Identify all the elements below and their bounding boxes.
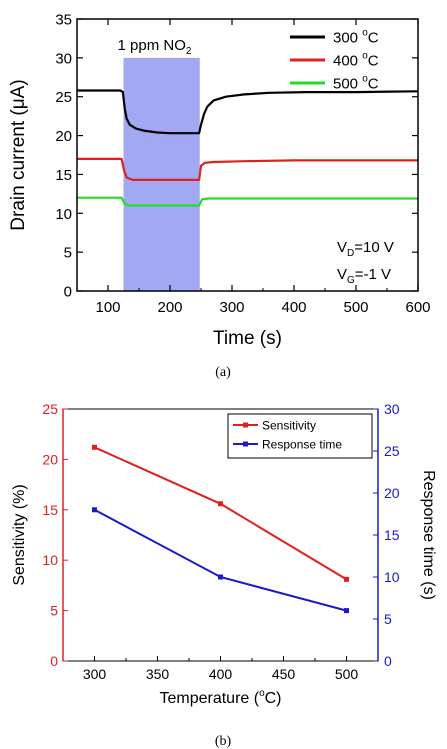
x-axis-title: Time (s) bbox=[213, 328, 282, 349]
plot-frame bbox=[76, 18, 419, 292]
y-axis-right-title: Response time (s) bbox=[420, 470, 437, 600]
y-tick-label: 0 bbox=[64, 284, 72, 301]
y-axis-right: 0 5 10 15 20 25 30 bbox=[373, 401, 400, 669]
y-left-tick-label: 0 bbox=[50, 653, 58, 669]
x-axis: 100 200 300 400 500 600 bbox=[95, 19, 431, 316]
y-tick-label: 10 bbox=[55, 206, 72, 223]
y-tick-label: 30 bbox=[55, 50, 72, 67]
chart-drain-current: 1 ppm NO2 100 200 300 400 500 600 0 5 10 15 20 25 3… bbox=[8, 12, 431, 381]
y-axis-title: Drain current (μA) bbox=[8, 79, 29, 230]
x-axis-title: Temperature (oC) bbox=[159, 688, 281, 707]
series-line-1 bbox=[94, 508, 347, 612]
y-right-tick-label: 25 bbox=[384, 443, 400, 459]
y-tick-label: 5 bbox=[64, 245, 72, 262]
y-right-tick-label: 15 bbox=[384, 527, 400, 543]
series-line-0 bbox=[94, 446, 348, 581]
legend-label-1: Response time bbox=[262, 438, 342, 452]
x-tick-label: 500 bbox=[343, 299, 368, 316]
x-axis: 300 350 400 450 500 bbox=[83, 656, 359, 682]
y-left-tick-label: 20 bbox=[42, 451, 58, 467]
legend-label-0: Sensitivity bbox=[262, 419, 316, 433]
exposure-region bbox=[123, 57, 200, 291]
legend-marker-0 bbox=[243, 422, 248, 428]
legend: Sensitivity Response time bbox=[227, 413, 373, 459]
x-tick-label: 600 bbox=[405, 299, 430, 316]
exposure-band bbox=[123, 57, 200, 291]
y-left-tick-label: 5 bbox=[50, 603, 58, 619]
series-group bbox=[77, 89, 419, 207]
series-line-1 bbox=[77, 157, 418, 181]
condition-1: VG=-1 V bbox=[337, 266, 391, 286]
series-point-1-2 bbox=[344, 608, 349, 614]
y-axis-left: 0 5 10 15 20 25 bbox=[42, 401, 68, 669]
series-line-2 bbox=[77, 196, 418, 207]
figure-caption-a: (a) bbox=[215, 365, 231, 380]
x-tick-label: 100 bbox=[95, 299, 120, 316]
y-tick-label: 20 bbox=[55, 128, 72, 145]
x-tick-label: 400 bbox=[209, 666, 233, 682]
y-left-tick-label: 10 bbox=[42, 552, 58, 568]
y-tick-label: 25 bbox=[55, 89, 72, 106]
x-tick-label: 300 bbox=[83, 666, 107, 682]
legend-marker-1 bbox=[243, 441, 248, 447]
x-tick-label: 400 bbox=[281, 299, 306, 316]
exposure-label: 1 ppm NO2 bbox=[118, 37, 192, 57]
legend-label-2: 500 oC bbox=[333, 74, 379, 93]
series-point-1-0 bbox=[92, 507, 97, 513]
y-axis-left-title: Sensitivity (%) bbox=[11, 484, 28, 585]
y-tick-label: 15 bbox=[55, 167, 72, 184]
y-right-tick-label: 30 bbox=[384, 401, 400, 417]
x-tick-label: 300 bbox=[219, 299, 244, 316]
series-line-0 bbox=[77, 89, 419, 135]
y-left-tick-label: 25 bbox=[42, 401, 58, 417]
y-right-tick-label: 5 bbox=[384, 611, 392, 627]
legend: 300 oC 400 oC 500 oC bbox=[290, 28, 379, 93]
series-point-0-0 bbox=[92, 444, 97, 450]
series-point-0-1 bbox=[218, 501, 223, 507]
legend-label-0: 300 oC bbox=[333, 28, 379, 47]
y-axis: 0 5 10 15 20 25 30 35 bbox=[55, 12, 418, 301]
x-tick-label: 500 bbox=[335, 666, 359, 682]
figure-caption-b: (b) bbox=[215, 734, 232, 749]
legend-box bbox=[227, 413, 373, 459]
y-left-tick-label: 15 bbox=[42, 502, 58, 518]
x-tick-label: 350 bbox=[146, 666, 170, 682]
x-tick-label: 450 bbox=[272, 666, 296, 682]
condition-0: VD=10 V bbox=[337, 239, 394, 259]
x-tick-label: 200 bbox=[157, 299, 182, 316]
conditions-annotation: VD=10 V VG=-1 V bbox=[337, 239, 394, 286]
y-right-tick-label: 20 bbox=[384, 485, 400, 501]
y-right-tick-label: 10 bbox=[384, 569, 400, 585]
y-tick-label: 35 bbox=[55, 12, 72, 29]
series-point-0-2 bbox=[344, 576, 349, 582]
series-group bbox=[92, 444, 349, 614]
series-point-1-1 bbox=[218, 574, 223, 580]
y-right-tick-label: 0 bbox=[384, 653, 392, 669]
legend-label-1: 400 oC bbox=[333, 51, 379, 70]
